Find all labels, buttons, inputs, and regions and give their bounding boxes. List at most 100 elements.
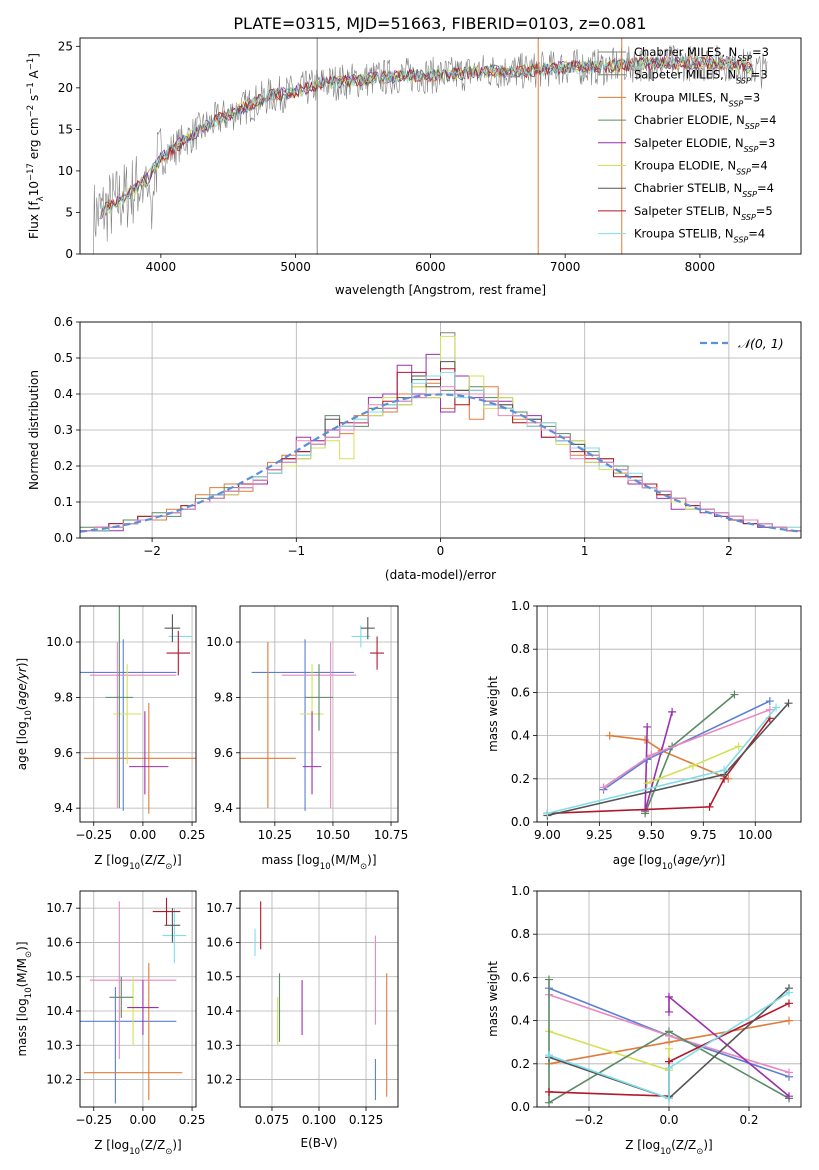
legend-count: =4 [748,227,765,241]
y-tick-label: 0.1 [54,495,73,509]
y-tick-label: 15 [58,122,73,136]
y-tick-label: 10.2 [46,1073,73,1087]
y-tick-label: 10 [58,164,73,178]
legend-entry-kroupa_elodie: Kroupa ELODIE, NSSP=4 [634,159,768,177]
weight-point-kroupa_stelib [545,1051,553,1060]
y-tick-label: 0.3 [54,423,73,437]
plot-area-z-vs-mass [80,891,196,1107]
x-tick-label: 10.00 [738,828,772,842]
y-tick-label: 1.0 [511,884,530,898]
y-axis-label-part: (M/M [15,958,29,987]
weight-point-salpeter_elodie [785,1092,793,1101]
weight-point-chabrier_elodie [730,690,739,699]
x-axis-label-part: Z [log [625,1138,660,1152]
legend-entry-kroupa_stelib: Kroupa STELIB, NSSP=4 [634,227,765,245]
weight-point-salpeter_elodie [665,1007,673,1016]
y-tick-label: 10.0 [46,635,73,649]
legend-entry-salpeter_elodie: Salpeter ELODIE, NSSP=3 [634,136,775,154]
legend-subscript: SSP [736,76,751,85]
x-axis-label-part: 10 [320,862,331,872]
y-tick-label: 0.5 [54,351,73,365]
y-tick-label: 0.0 [54,531,73,545]
y-tick-label: 9.8 [54,690,73,704]
legend-label: Kroupa STELIB, N [634,227,734,241]
legend-count: =3 [752,45,769,59]
weight-point-pink [647,751,656,760]
x-axis-label: E(B-V) [300,1136,337,1150]
x-axis-label-part: )] [703,1138,712,1152]
legend-count: =4 [757,181,774,195]
weight-line-chabrier_stelib [547,702,790,817]
weight-point-chabrier_elodie [665,1027,673,1036]
x-tick-label: 8000 [685,260,716,274]
x-tick-label: 9.00 [534,828,561,842]
legend-entry-chabrier_elodie: Chabrier ELODIE, NSSP=4 [634,113,776,131]
weight-point-kroupa_stelib [785,988,793,997]
weight-point-kroupa_stelib [543,809,552,818]
x-tick-label: 6000 [415,260,446,274]
legend-subscript: SSP [729,99,744,108]
legend-label: Chabrier ELODIE, N [634,113,745,127]
x-tick-label: 0 [437,544,445,558]
y-axis-label: mass [log10(M/M⊙)] [15,941,34,1056]
weight-point-salpeter_elodie [643,722,652,731]
x-tick-label: 0.00 [130,1113,157,1127]
x-tick-label: 0.100 [302,1113,336,1127]
y-axis-label-part: erg cm [27,117,41,163]
x-tick-label: 0.25 [179,1113,206,1127]
gaussian-reference-curve [80,393,801,533]
y-tick-label: 10.7 [206,901,233,915]
x-tick-label: 1 [581,544,589,558]
x-tick-label: 0.00 [130,828,157,842]
weight-point-chabrier_elodie [545,1098,553,1107]
x-tick-label: 10.25 [258,828,292,842]
weight-line-kroupa_elodie [548,1030,670,1072]
x-axis-label: (data-model)/error [385,568,496,582]
axes-frame [536,605,802,823]
y-axis-label: Normed distribution [27,370,41,490]
y-tick-label: 10.3 [46,1038,73,1052]
x-axis-label-part: ⊙ [165,1147,172,1157]
y-axis-label: age [log10(age/yr)] [15,658,34,770]
weight-point-orange [641,735,650,744]
legend-subscript: SSP [736,167,751,176]
legend-entry-gaussian: 𝒩(0, 1) [738,336,784,351]
x-tick-label: 7000 [550,260,581,274]
y-axis-label-part: 10 [24,987,34,998]
y-tick-label: 10.0 [206,635,233,649]
weight-line-chabrier_elodie [548,979,790,1105]
legend-subscript: SSP [745,122,760,131]
y-axis-label-part: )] [15,658,29,667]
y-tick-label: 10.3 [206,1038,233,1052]
legend-entry-kroupa_miles: Kroupa MILES, NSSP=3 [634,90,760,108]
x-axis-label-part: 10 [129,862,140,872]
x-axis-label-part: )] [716,853,725,867]
y-tick-label: 10.4 [46,1004,73,1018]
y-tick-label: 0 [65,247,73,261]
y-tick-label: 0.2 [511,772,530,786]
weight-point-chabrier_elodie [641,809,650,818]
x-tick-label: −2 [143,544,161,558]
x-axis-label-part: (M/M [331,853,360,867]
y-tick-label: 9.6 [214,746,233,760]
y-axis-label-part: λ [36,196,46,201]
y-tick-label: 0.6 [511,970,530,984]
y-tick-label: 0.8 [511,927,530,941]
x-axis-label-part: )] [367,853,376,867]
x-tick-label: 9.25 [586,828,613,842]
weight-point-salpeter_stelib [785,999,793,1008]
y-tick-label: 10.7 [46,901,73,915]
x-axis-label-part: 10 [662,862,673,872]
y-tick-label: 10.5 [206,970,233,984]
x-tick-label: 0.2 [739,1113,758,1127]
legend-entry-salpeter_stelib: Salpeter STELIB, NSSP=5 [634,204,773,222]
y-axis-label-part: Flux [f [27,201,41,239]
weight-line-kroupa_stelib [548,991,790,1100]
y-tick-label: 10.6 [46,935,73,949]
y-tick-label: 25 [58,39,73,53]
y-axis-label-part: 10 [27,181,41,196]
y-axis-label-part: ] [27,53,41,58]
axes-frame [79,37,802,255]
x-axis-label-part: age [log [613,853,662,867]
y-axis-label-part: age/yr [15,666,29,705]
